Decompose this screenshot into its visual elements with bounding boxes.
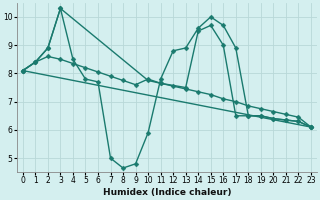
X-axis label: Humidex (Indice chaleur): Humidex (Indice chaleur) bbox=[103, 188, 231, 197]
